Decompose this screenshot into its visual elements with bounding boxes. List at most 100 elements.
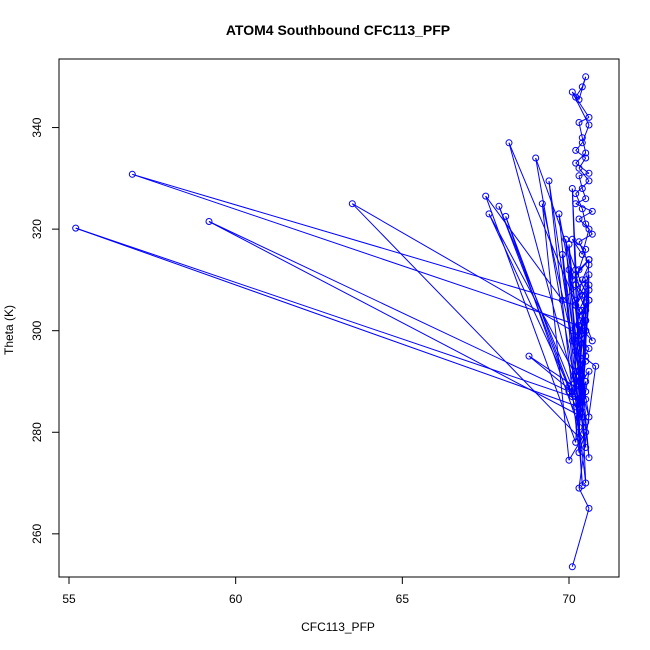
series-line-segment (208, 221, 570, 393)
series-line-segment (578, 175, 583, 189)
data-point (585, 169, 593, 177)
data-point (558, 296, 566, 304)
chart-title: ATOM4 Southbound CFC113_PFP (226, 22, 450, 38)
data-point (572, 296, 580, 304)
series-line-segment (581, 284, 590, 397)
data-point (502, 212, 510, 220)
data-point (575, 423, 583, 431)
data-point (578, 383, 586, 391)
data-point (568, 88, 576, 96)
series-line-segment (565, 239, 577, 372)
data-point (585, 177, 593, 185)
data-point (482, 192, 490, 200)
series-line-segment (548, 180, 580, 453)
data-point (575, 398, 583, 406)
data-point (572, 190, 580, 198)
y-tick-label: 280 (30, 422, 44, 442)
data-point (575, 332, 583, 340)
data-point (582, 306, 590, 314)
data-point (575, 164, 583, 172)
series-line-segment (75, 227, 580, 408)
data-point (572, 332, 580, 340)
data-point (545, 177, 553, 185)
data-point (565, 383, 573, 391)
data-point (575, 433, 583, 441)
y-tick-label: 300 (30, 320, 44, 340)
data-point (568, 563, 576, 571)
data-point (578, 276, 586, 284)
series-line-segment (575, 152, 587, 164)
series-line-segment (578, 487, 590, 509)
data-point (585, 256, 593, 264)
data-point (585, 296, 593, 304)
x-tick-label: 60 (229, 592, 243, 606)
data-point (568, 327, 576, 335)
data-point (585, 286, 593, 294)
data-point (348, 200, 356, 208)
data-point (592, 362, 600, 370)
data-point (578, 185, 586, 192)
series-line-segment (208, 221, 583, 418)
data-point (575, 367, 583, 375)
plot-frame (58, 58, 620, 578)
data-point (575, 266, 583, 274)
data-point (582, 195, 590, 203)
data-point (582, 327, 590, 335)
series-line-segment (528, 355, 573, 392)
series-line-segment (578, 116, 590, 123)
data-point (565, 240, 573, 248)
series-line-segment (575, 96, 590, 118)
series-line-segment (541, 203, 570, 461)
data-point (72, 224, 80, 232)
series-line-segment (585, 223, 593, 235)
data-point (585, 113, 593, 121)
series-line-segment (575, 86, 583, 98)
data-point (585, 225, 593, 233)
data-point (572, 146, 580, 154)
data-point (582, 418, 590, 426)
data-point (582, 428, 590, 436)
data-point (205, 218, 213, 225)
series-line-segment (581, 188, 587, 199)
data-point (578, 291, 586, 299)
data-point (568, 337, 576, 345)
y-axis-label: Theta (K) (2, 305, 16, 355)
data-point (558, 251, 566, 258)
data-point (582, 276, 590, 284)
data-point (572, 281, 580, 289)
data-point (505, 139, 513, 147)
data-point (585, 121, 593, 129)
data-point (568, 185, 576, 192)
data-point (572, 403, 580, 411)
data-point (578, 205, 586, 213)
data-point (582, 245, 590, 253)
data-point (575, 215, 583, 223)
data-point (572, 347, 580, 355)
data-point (572, 159, 580, 167)
series-line-segment (505, 216, 580, 428)
data-point (582, 479, 590, 487)
data-point (575, 322, 583, 330)
data-point (532, 154, 540, 162)
series-line-segment (351, 203, 580, 438)
data-point (562, 235, 570, 243)
data-point (578, 312, 586, 319)
plot-data-layer (72, 73, 600, 571)
data-point (585, 271, 593, 279)
data-point (578, 357, 586, 365)
series-line-segment (568, 269, 587, 448)
data-point (568, 235, 576, 243)
series-line-segment (352, 203, 573, 332)
series-line-segment (132, 173, 576, 306)
series-line-segment (132, 173, 580, 327)
data-point (575, 449, 583, 457)
data-point (585, 367, 593, 375)
series-line-segment (558, 213, 580, 418)
data-point (575, 238, 583, 246)
y-tick-label: 260 (30, 524, 44, 544)
data-point (582, 154, 590, 162)
data-point (582, 388, 590, 396)
data-point (582, 149, 590, 157)
